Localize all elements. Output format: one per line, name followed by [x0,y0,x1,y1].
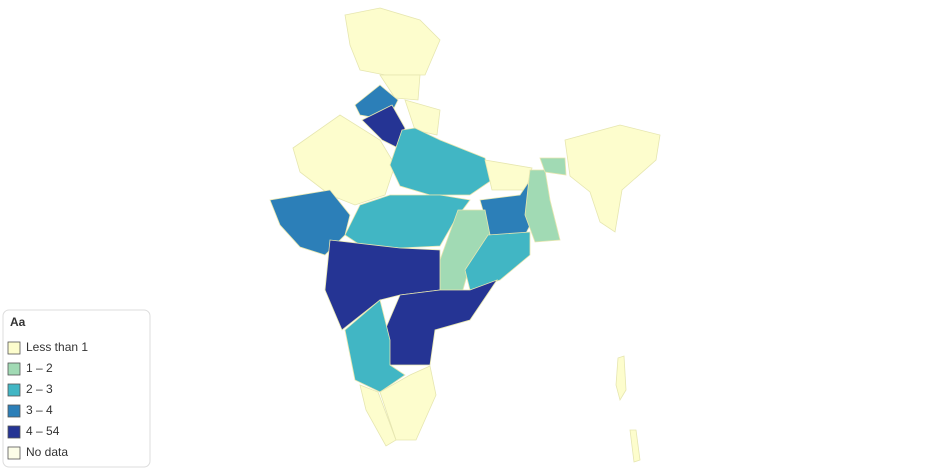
region [292,114,396,206]
legend-swatch [7,425,21,439]
legend: Aa Less than 1 1 – 2 2 – 3 3 – 4 4 – 54 No da… [2,309,151,468]
legend-label: 1 – 2 [26,361,53,375]
region [389,127,493,196]
region [524,169,561,243]
region [615,355,627,402]
region [344,299,406,393]
legend-swatch [7,446,21,460]
region [359,384,397,447]
legend-label: 2 – 3 [26,382,53,396]
india-map [269,7,661,463]
region [379,365,437,441]
region [404,99,441,136]
legend-swatch [7,383,21,397]
legend-label: 4 – 54 [26,424,60,438]
region [539,157,567,176]
legend-swatch [7,404,21,418]
legend-box [2,309,151,468]
region [484,159,533,191]
region [564,124,661,233]
legend-swatch [7,341,21,355]
legend-swatch [7,362,21,376]
legend-label: Less than 1 [26,340,88,354]
region [379,74,421,101]
legend-label: 3 – 4 [26,403,53,417]
region [464,231,531,291]
region [629,429,641,463]
legend-title: Aa [10,315,26,329]
region [344,7,441,76]
legend-label: No data [26,445,68,459]
